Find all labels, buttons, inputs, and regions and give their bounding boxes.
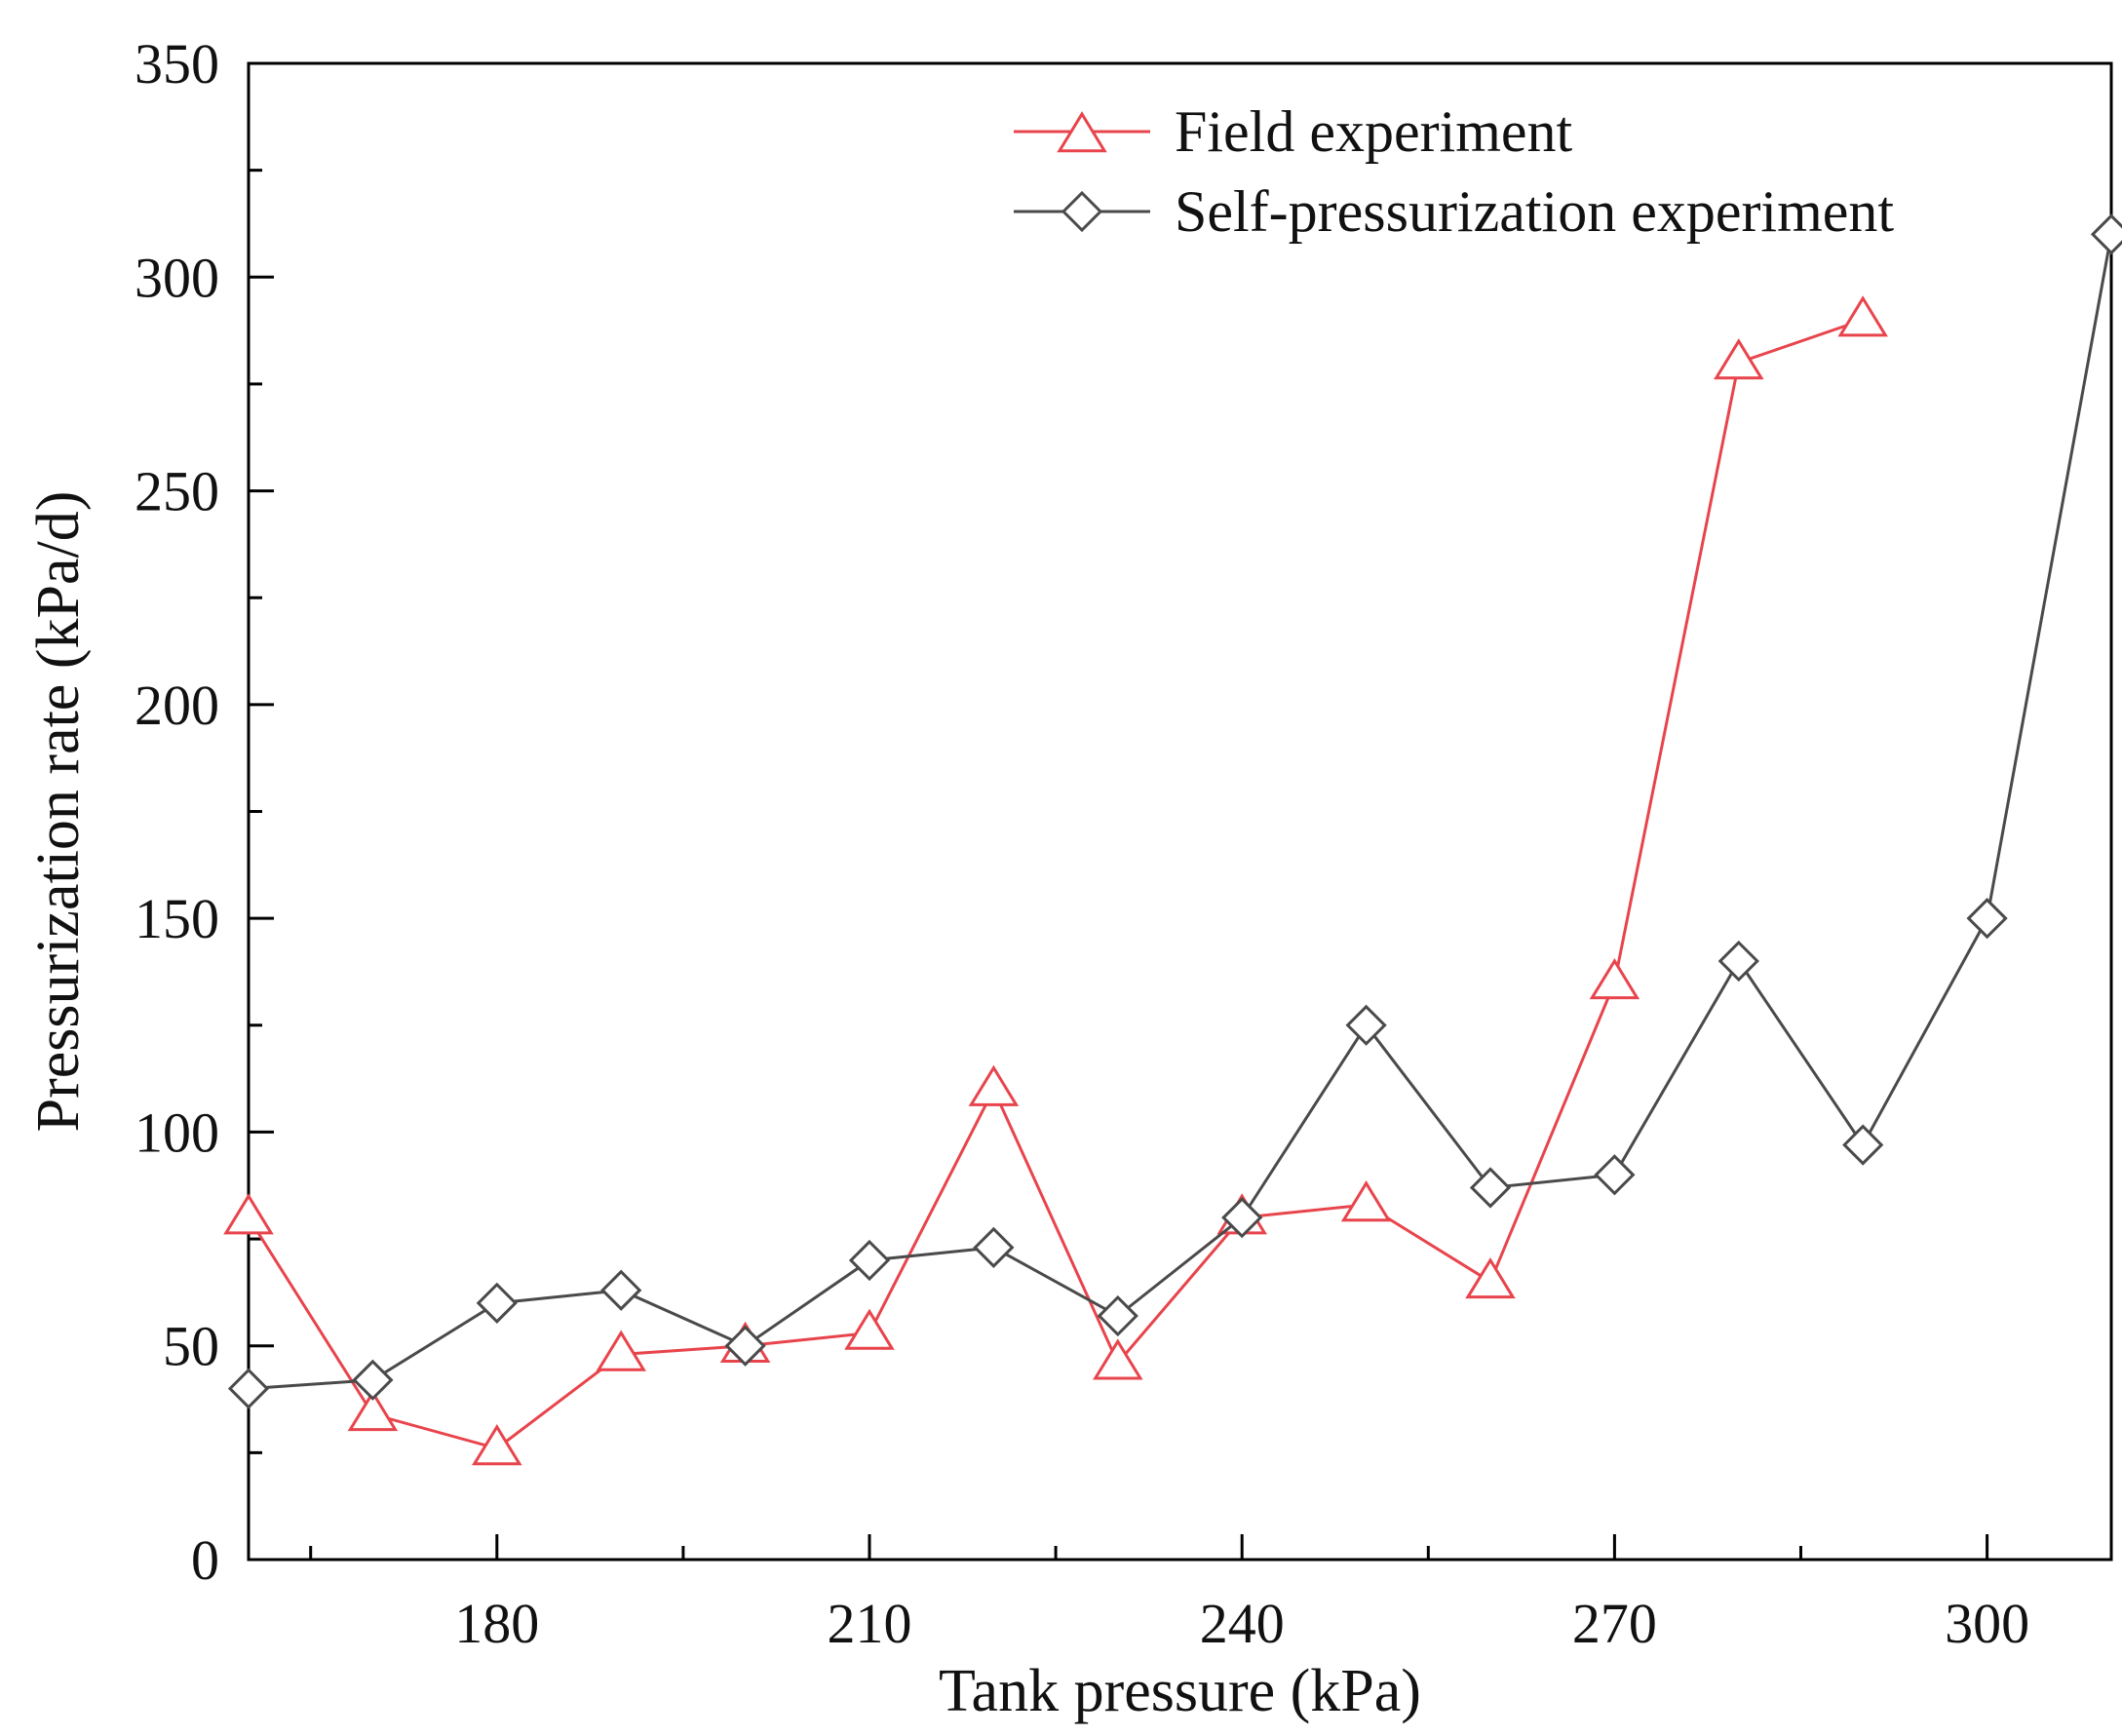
data-point-0-190: [596, 1330, 646, 1371]
y-tick-label-200: 200: [135, 674, 219, 737]
legend-label-0: Field experiment: [1175, 99, 1573, 164]
series-0: [223, 295, 1888, 1466]
axes-layer: [247, 61, 2113, 1562]
series-line-0: [247, 318, 1864, 1450]
data-point-1-290: [1842, 1124, 1884, 1166]
data-point-1-170: [352, 1359, 394, 1401]
data-point-1-210: [848, 1239, 891, 1282]
legend: Field experiment Self-pressurization expe…: [1014, 99, 1894, 244]
data-point-0-250: [1340, 1180, 1392, 1222]
series-line-1: [248, 234, 2113, 1391]
series-layer: [223, 213, 2122, 1466]
data-point-0-280: [1714, 338, 1764, 380]
data-point-1-160: [227, 1368, 270, 1409]
data-point-1-230: [1097, 1294, 1138, 1337]
y-axis-title: Pressurization rate (kPa/d): [25, 491, 92, 1133]
data-point-0-160: [223, 1193, 274, 1235]
y-tick-label-250: 250: [135, 460, 219, 523]
data-point-1-180: [476, 1282, 518, 1324]
data-point-1-300: [1966, 898, 2008, 940]
y-tick-label-0: 0: [191, 1528, 219, 1592]
x-tick-label-180: 180: [454, 1592, 539, 1655]
data-point-1-280: [1717, 940, 1759, 983]
data-point-0-210: [844, 1308, 895, 1350]
x-tick-label-270: 270: [1572, 1592, 1657, 1655]
data-point-0-180: [472, 1424, 522, 1466]
data-point-1-310: [2090, 213, 2122, 255]
data-point-1-220: [973, 1226, 1015, 1268]
data-point-1-190: [600, 1269, 642, 1311]
ticks-layer: 180 210 240 270 300 0 50 100 150 200 250 300 350: [135, 32, 2029, 1655]
data-point-1-200: [724, 1325, 766, 1367]
data-point-0-290: [1837, 295, 1888, 337]
y-tick-label-350: 350: [135, 32, 219, 96]
x-tick-label-210: 210: [828, 1592, 912, 1655]
data-point-1-260: [1469, 1167, 1512, 1209]
data-point-0-270: [1589, 958, 1640, 1000]
x-axis-title: Tank pressure (kPa): [939, 1658, 1421, 1724]
x-tick-label-240: 240: [1200, 1592, 1285, 1655]
data-point-0-170: [347, 1389, 399, 1432]
legend-marker-0: [1057, 111, 1107, 153]
x-tick-label-300: 300: [1945, 1592, 2029, 1655]
data-point-0-230: [1093, 1338, 1143, 1380]
plot-frame: [247, 61, 2113, 1562]
data-point-1-250: [1345, 1004, 1387, 1046]
data-point-0-220: [968, 1064, 1020, 1106]
y-tick-label-50: 50: [163, 1315, 219, 1378]
legend-label-1: Self-pressurization experiment: [1175, 179, 1894, 244]
data-point-1-270: [1594, 1154, 1636, 1196]
series-1: [227, 213, 2122, 1409]
legend-marker-1: [1061, 190, 1103, 233]
y-tick-label-300: 300: [135, 246, 219, 309]
y-tick-label-100: 100: [135, 1100, 219, 1164]
y-tick-label-150: 150: [135, 887, 219, 950]
data-point-1-240: [1221, 1197, 1263, 1239]
data-point-0-260: [1465, 1257, 1516, 1299]
